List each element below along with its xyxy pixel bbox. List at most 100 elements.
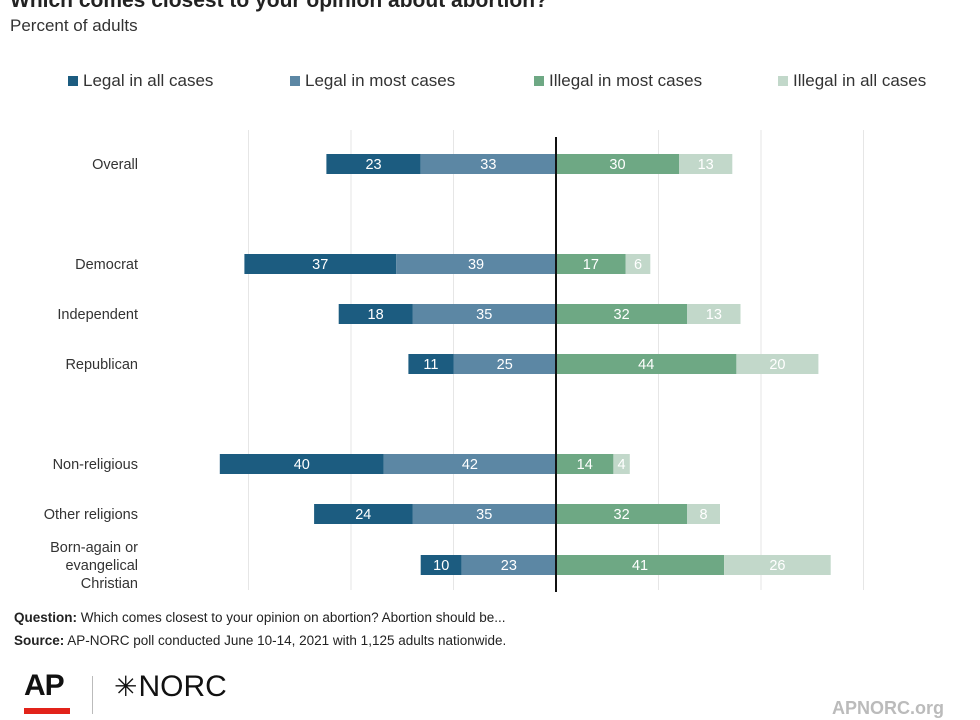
- category-label-line: Born-again or: [50, 540, 138, 556]
- ap-logo-underline: [24, 708, 70, 714]
- category-label: Overall: [92, 157, 138, 173]
- data-label: 23: [365, 157, 381, 173]
- legend-item-illegal-most: Illegal in most cases: [534, 71, 702, 91]
- bar-legal-all: [314, 504, 413, 524]
- bar-legal-most: [420, 154, 556, 174]
- bar-illegal-most: [556, 454, 614, 474]
- data-label: 11: [423, 357, 438, 373]
- data-label: 42: [462, 457, 478, 473]
- category-label-line: evangelical: [65, 558, 138, 574]
- bar-legal-all: [244, 254, 397, 274]
- footer-source: Source: AP-NORC poll conducted June 10-1…: [14, 633, 506, 648]
- data-label: 44: [638, 357, 654, 373]
- logo-divider: [92, 676, 93, 714]
- footer-source-label: Source:: [14, 633, 65, 648]
- data-label: 33: [480, 157, 496, 173]
- bar-illegal-most: [556, 154, 679, 174]
- bar-illegal-all: [736, 354, 819, 374]
- data-label: 30: [609, 157, 625, 173]
- footer-question-label: Question:: [14, 610, 77, 625]
- data-label: 37: [312, 257, 328, 273]
- category-label-line: Republican: [65, 357, 138, 373]
- legend-label-illegal-most: Illegal in most cases: [549, 71, 703, 90]
- category-label: Democrat: [75, 257, 138, 273]
- chart-subtitle: Percent of adults: [10, 16, 138, 35]
- data-label: 13: [706, 307, 722, 323]
- data-label: 23: [501, 558, 517, 574]
- bar-illegal-all: [687, 304, 741, 324]
- legend-label-legal-all: Legal in all cases: [83, 71, 214, 90]
- bar-legal-all: [326, 154, 421, 174]
- legend-item-illegal-all: Illegal in all cases: [778, 71, 926, 91]
- chart-title: Which comes closest to your opinion abou…: [10, 0, 548, 12]
- bar-legal-all: [219, 454, 384, 474]
- footer-question-text: Which comes closest to your opinion on a…: [77, 610, 506, 625]
- legend: Legal in all cases Legal in most cases I…: [0, 71, 980, 95]
- bar-legal-most: [396, 254, 556, 274]
- data-label: 25: [497, 357, 513, 373]
- data-label: 26: [769, 558, 785, 574]
- category-label: Born-again or evangelical Christian: [50, 540, 138, 592]
- data-label: 40: [294, 457, 310, 473]
- data-label: 4: [618, 457, 626, 473]
- legend-label-illegal-all: Illegal in all cases: [793, 71, 927, 90]
- norc-logo: ✳ NORC: [114, 670, 227, 704]
- bar-illegal-all: [613, 454, 630, 474]
- data-label: 18: [368, 307, 384, 323]
- data-label: 35: [476, 307, 492, 323]
- category-label: Republican: [65, 357, 138, 373]
- bar-illegal-all: [724, 555, 831, 575]
- ap-logo: AP: [24, 669, 65, 702]
- category-label-line: Non-religious: [53, 457, 138, 473]
- bar-illegal-most: [556, 504, 688, 524]
- category-label: Other religions: [44, 507, 138, 523]
- data-label: 35: [476, 507, 492, 523]
- bar-legal-most: [461, 555, 556, 575]
- category-label-line: Christian: [81, 576, 138, 592]
- footer-question: Question: Which comes closest to your op…: [14, 610, 506, 625]
- diverging-bar-chart: Overall Democrat Independent Republican Non-…: [44, 130, 864, 592]
- legend-swatch-legal-most: [290, 76, 300, 86]
- bar-legal-most: [412, 304, 556, 324]
- data-label: 13: [698, 157, 714, 173]
- legend-label-legal-most: Legal in most cases: [305, 71, 456, 90]
- bar-legal-most: [453, 354, 556, 374]
- data-label: 10: [433, 558, 449, 574]
- bar-legal-all: [420, 555, 462, 575]
- bar-illegal-most: [556, 304, 688, 324]
- data-label: 24: [355, 507, 371, 523]
- data-label: 14: [577, 457, 593, 473]
- norc-logo-text: NORC: [138, 670, 227, 703]
- data-label: 32: [614, 507, 630, 523]
- data-label: 17: [583, 257, 599, 273]
- legend-swatch-illegal-most: [534, 76, 544, 86]
- category-label: Independent: [57, 307, 138, 323]
- data-label: 32: [614, 307, 630, 323]
- data-label: 39: [468, 257, 484, 273]
- legend-item-legal-most: Legal in most cases: [290, 71, 455, 91]
- footer-source-text: AP-NORC poll conducted June 10-14, 2021 …: [64, 633, 507, 648]
- legend-swatch-illegal-all: [778, 76, 788, 86]
- legend-item-legal-all: Legal in all cases: [68, 71, 213, 91]
- category-label-line: Independent: [57, 307, 138, 323]
- bar-illegal-all: [687, 504, 720, 524]
- bar-legal-all: [338, 304, 413, 324]
- bar-legal-most: [383, 454, 556, 474]
- category-label-line: Overall: [92, 157, 138, 173]
- site-url: APNORC.org: [832, 698, 944, 718]
- bar-legal-most: [412, 504, 556, 524]
- bar-illegal-all: [625, 254, 651, 274]
- bar-illegal-most: [556, 254, 626, 274]
- category-label-line: Democrat: [75, 257, 138, 273]
- bar-illegal-most: [556, 555, 725, 575]
- bar-illegal-all: [679, 154, 733, 174]
- legend-swatch-legal-all: [68, 76, 78, 86]
- bar-legal-all: [408, 354, 454, 374]
- data-label: 6: [634, 257, 642, 273]
- data-label: 8: [700, 507, 708, 523]
- data-label: 41: [632, 558, 648, 574]
- bar-illegal-most: [556, 354, 737, 374]
- category-label: Non-religious: [53, 457, 138, 473]
- category-label-line: Other religions: [44, 507, 138, 523]
- norc-star-icon: ✳: [114, 671, 138, 702]
